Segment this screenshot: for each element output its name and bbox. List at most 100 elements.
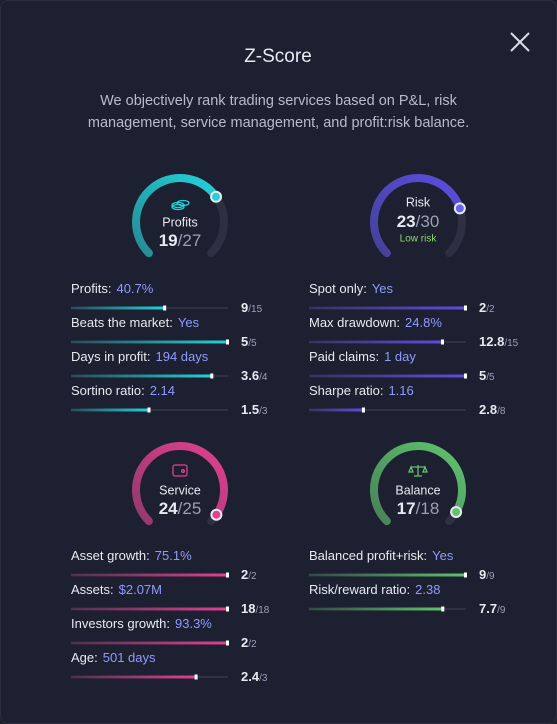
metric: Balanced profit+risk: Yes <box>309 548 454 563</box>
metric: Paid claims: 1 day <box>309 349 416 364</box>
metric-score: 2/2 <box>479 300 495 315</box>
metric-score-max: /9 <box>497 605 506 616</box>
metric-value: 2.14 <box>150 383 175 398</box>
metric-score-value: 7.7 <box>479 601 497 616</box>
section-score: 24/25 <box>159 499 202 518</box>
metric-value: 194 days <box>155 349 208 364</box>
metric-score-value: 1.5 <box>241 402 259 417</box>
icon-shape <box>172 464 188 477</box>
metric-score-max: /2 <box>248 571 257 582</box>
metric-score-value: 5 <box>479 368 486 383</box>
metric-bar <box>71 641 228 645</box>
metric-score: 5/5 <box>479 368 495 383</box>
section-icon <box>172 464 188 477</box>
metric-label: Beats the market: <box>71 315 173 330</box>
section-name: Balance <box>395 483 440 497</box>
score-max: /27 <box>178 231 202 250</box>
metric: Days in profit: 194 days <box>71 349 209 364</box>
gauge-fill <box>132 442 228 526</box>
metric-knob <box>226 640 229 646</box>
section-name: Service <box>159 483 201 497</box>
metric-value: 2.38 <box>415 582 440 597</box>
metric-knob <box>361 407 365 413</box>
metric-score: 2.8/8 <box>479 402 506 417</box>
metric-bar <box>71 675 197 679</box>
metric-score: 3.6/4 <box>241 368 268 383</box>
metric-score: 2.4/3 <box>241 669 268 684</box>
metric-score-max: /18 <box>255 605 269 616</box>
metric-knob <box>147 407 151 413</box>
metric-score: 1.5/3 <box>241 402 268 417</box>
metric-score-value: 9 <box>479 567 486 582</box>
metric-score-max: /4 <box>259 372 268 383</box>
score-max: /25 <box>178 499 202 518</box>
metric-label: Days in profit: <box>71 349 150 364</box>
metric-value: 1.16 <box>388 383 413 398</box>
close-icon <box>510 32 530 52</box>
metric: Max drawdown: 24.8% <box>309 315 442 330</box>
section-icon <box>408 465 428 477</box>
metric-bar <box>71 340 228 344</box>
gauge-knob <box>450 506 463 518</box>
subtitle: We objectively rank trading services bas… <box>87 93 470 131</box>
metric-value: 1 day <box>384 349 416 364</box>
metric-score-value: 9 <box>241 300 248 315</box>
metric-value: 24.8% <box>405 315 442 330</box>
metric-bar <box>71 408 150 412</box>
section-name: Profits <box>162 215 197 229</box>
score-max: /18 <box>416 499 440 518</box>
metric-score-value: 2 <box>241 635 248 650</box>
metric-label: Sharpe ratio: <box>309 383 383 398</box>
metric-label: Age: <box>71 650 98 665</box>
close-button[interactable] <box>510 32 530 52</box>
metric-bar <box>309 306 466 310</box>
metric-score-max: /3 <box>259 673 268 684</box>
icon-shape <box>408 465 428 477</box>
metric-score-value: 12.8 <box>479 334 504 349</box>
metric-value: 501 days <box>103 650 156 665</box>
section-name: Risk <box>406 195 431 209</box>
icon-shape <box>176 199 190 207</box>
metric-score: 2/2 <box>241 635 257 650</box>
section-score: 23/30 <box>397 212 440 231</box>
metric-knob <box>464 305 467 311</box>
metric-bar <box>71 573 228 577</box>
metric-bar <box>71 374 213 378</box>
metric-score-value: 2.8 <box>479 402 497 417</box>
metric-score: 5/5 <box>241 334 257 349</box>
score-value: 17 <box>397 499 416 518</box>
metric-knob <box>163 305 167 311</box>
metric-label: Paid claims: <box>309 349 379 364</box>
metric-score: 9/15 <box>241 300 263 315</box>
gauge-knob <box>210 508 223 521</box>
metric-score: 9/9 <box>479 567 495 582</box>
metric-score-max: /3 <box>259 406 268 417</box>
gauge-knob <box>210 190 223 203</box>
metric: Sortino ratio: 2.14 <box>71 383 175 398</box>
metric-score: 18/18 <box>241 601 270 616</box>
metric-knob <box>464 373 467 379</box>
metric-score: 2/2 <box>241 567 257 582</box>
gauge-fill <box>370 174 464 258</box>
metric-score-max: /5 <box>486 372 495 383</box>
metric-label: Investors growth: <box>71 616 170 631</box>
metric-value: $2.07M <box>119 582 162 597</box>
metric-knob <box>464 572 467 578</box>
metric-value: 75.1% <box>155 548 192 563</box>
metric: Assets: $2.07M <box>71 582 162 597</box>
title: Z-Score <box>244 46 312 67</box>
metric-value: 93.3% <box>175 616 212 631</box>
metric-value: Yes <box>178 315 200 330</box>
metric-knob <box>226 572 229 578</box>
metric-label: Max drawdown: <box>309 315 400 330</box>
metric-value: Yes <box>372 281 394 296</box>
metric-label: Risk/reward ratio: <box>309 582 410 597</box>
score-value: 19 <box>159 231 178 250</box>
metric-label: Balanced profit+risk: <box>309 548 427 563</box>
metric-label: Profits: <box>71 281 111 296</box>
metric-knob <box>226 339 229 345</box>
metric-score-max: /2 <box>248 639 257 650</box>
